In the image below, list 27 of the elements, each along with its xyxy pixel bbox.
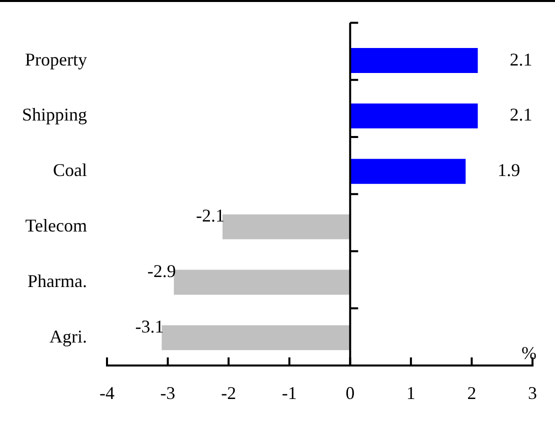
bar: [174, 270, 350, 295]
bar: [222, 214, 350, 240]
x-tick-label: -2: [221, 382, 236, 403]
x-tick-label: 0: [346, 382, 355, 403]
bar: [350, 48, 478, 73]
y-tick-label: Coal: [53, 160, 88, 180]
x-tick-label: -3: [160, 382, 176, 403]
x-tick-label: 2: [467, 382, 476, 403]
data-label: 1.9: [498, 160, 520, 180]
data-label: -2.9: [147, 260, 176, 281]
y-tick-label: Pharma.: [28, 270, 88, 291]
data-label: 2.1: [510, 104, 532, 125]
data-label: -2.1: [196, 206, 224, 226]
y-tick-label: Property: [25, 49, 88, 70]
data-label: 2.1: [510, 49, 532, 70]
bar: [350, 103, 478, 128]
bar: [350, 158, 466, 184]
bar: [162, 325, 350, 350]
y-tick-label: Telecom: [25, 216, 88, 236]
x-tick-label: 3: [528, 382, 537, 403]
x-tick-label: -4: [100, 382, 115, 403]
annotation: %: [522, 343, 536, 364]
y-tick-label: Shipping: [22, 104, 88, 125]
x-tick-label: -1: [282, 382, 297, 403]
y-tick-label: Agri.: [50, 326, 88, 346]
x-tick-label: 1: [406, 382, 416, 403]
data-label: -3.1: [135, 316, 164, 336]
